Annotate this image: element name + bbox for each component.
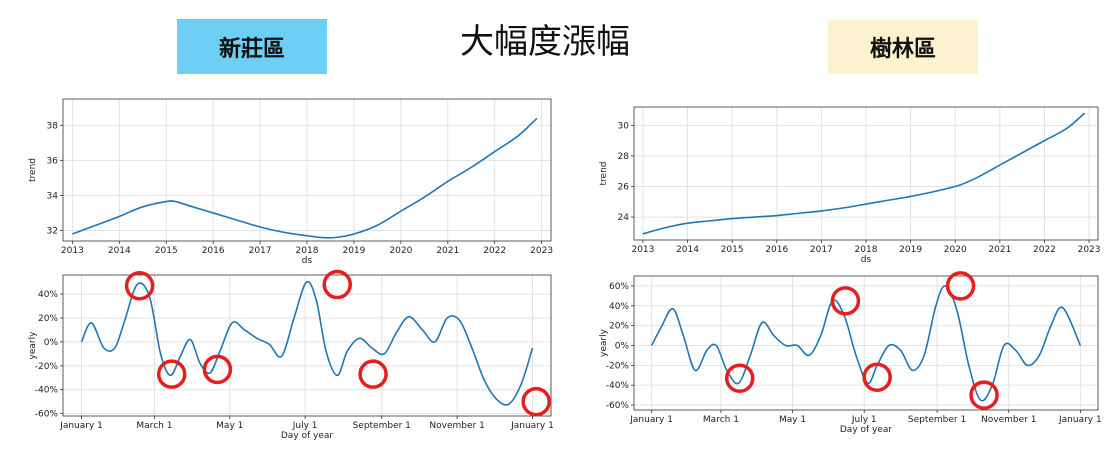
y-tick-label: -40% [35, 386, 59, 396]
y-tick-label: 26 [618, 182, 630, 192]
x-tick-label: March 1 [703, 415, 739, 425]
highlight-circle [945, 271, 976, 301]
series-line [650, 285, 1082, 402]
x-tick-label: January 1 [629, 415, 673, 425]
y-tick-label: 34 [47, 191, 59, 201]
highlight-circle [969, 380, 999, 410]
x-tick-label: 2018 [296, 246, 319, 256]
y-tick-label: -60% [35, 410, 59, 420]
x-tick-label: 2023 [1078, 245, 1101, 255]
x-tick-label: September 1 [908, 415, 966, 425]
x-tick-label: 2018 [855, 245, 878, 255]
x-tick-label: July 1 [851, 415, 877, 425]
x-tick-label: January 1 [59, 421, 103, 431]
y-tick-label: -20% [35, 362, 59, 372]
x-tick-label: May 1 [216, 421, 243, 431]
x-tick-label: 2019 [342, 246, 365, 256]
page-title: 大幅度漲幅 [460, 22, 630, 62]
y-tick-label: 36 [47, 156, 59, 166]
y-tick-label: 40% [38, 290, 58, 300]
y-tick-label: 28 [618, 152, 630, 162]
y-axis-label: yearly [28, 331, 38, 360]
x-tick-label: 2021 [436, 246, 459, 256]
y-tick-label: -60% [606, 401, 630, 411]
highlight-circle [521, 386, 551, 417]
x-tick-label: 2016 [765, 245, 788, 255]
x-tick-label: 2015 [721, 245, 744, 255]
y-axis-label: trend [28, 158, 38, 182]
x-tick-label: 2013 [61, 246, 84, 256]
right-district-badge: 樹林區 [828, 20, 978, 74]
x-tick-label: 2015 [155, 246, 178, 256]
shulin-yearly-chart: January 1 March 1 May 1 July 1 September 1 No… [599, 271, 1102, 435]
plot-frame [62, 274, 552, 417]
highlight-circle [358, 359, 388, 389]
x-axis-label: ds [302, 256, 313, 266]
plot-frame [633, 275, 1099, 411]
highlight-circle [862, 362, 892, 392]
x-tick-label: January 1 [510, 421, 554, 431]
x-tick-label: 2022 [1033, 245, 1056, 255]
x-tick-label: 2021 [988, 245, 1011, 255]
x-axis-label: ds [861, 255, 872, 265]
y-tick-label: 20% [38, 314, 58, 324]
shulin-trend-chart: 2013 2014 2015 2016 2017 2018 2019 2020 2021 2022… [599, 106, 1101, 265]
y-axis-label: yearly [599, 328, 609, 357]
x-tick-label: March 1 [136, 421, 172, 431]
x-tick-label: 2017 [249, 246, 272, 256]
series-line [80, 280, 534, 406]
highlight-circle [724, 363, 755, 393]
x-tick-label: November 1 [429, 421, 484, 431]
highlight-circle [322, 269, 353, 300]
x-tick-label: May 1 [779, 415, 806, 425]
y-tick-label: 24 [618, 213, 630, 223]
x-tick-label: 2019 [899, 245, 922, 255]
series-line [72, 117, 538, 239]
y-tick-label: 32 [47, 226, 58, 236]
x-axis-label: Day of year [840, 425, 893, 435]
x-tick-label: 2017 [810, 245, 833, 255]
y-tick-label: 0% [615, 341, 630, 351]
y-tick-label: 60% [609, 282, 629, 292]
x-tick-label: 2014 [108, 246, 131, 256]
highlight-circle [124, 271, 155, 301]
x-tick-label: 2020 [944, 245, 967, 255]
y-axis-label: trend [599, 162, 609, 186]
y-tick-label: 30 [618, 121, 630, 131]
x-tick-label: November 1 [981, 415, 1036, 425]
x-tick-label: 2022 [483, 246, 506, 256]
highlight-circle [830, 286, 861, 316]
highlight-circle [202, 354, 233, 385]
x-tick-label: 2013 [631, 245, 654, 255]
x-tick-label: January 1 [1058, 415, 1102, 425]
x-tick-label: 2020 [389, 246, 412, 256]
x-axis-label: Day of year [281, 431, 334, 441]
y-tick-label: 20% [609, 322, 629, 332]
y-tick-label: 38 [47, 121, 59, 131]
xinzhuang-trend-chart: 2013 2014 2015 2016 2017 2018 2019 2020 2021 2022… [28, 98, 553, 266]
x-tick-label: July 1 [292, 421, 318, 431]
y-tick-label: 40% [609, 302, 629, 312]
x-tick-label: September 1 [353, 421, 411, 431]
x-tick-label: 2016 [202, 246, 225, 256]
y-tick-label: -40% [606, 381, 630, 391]
left-district-badge: 新莊區 [177, 19, 327, 74]
x-tick-label: 2023 [530, 246, 553, 256]
y-tick-label: 0% [44, 338, 59, 348]
x-tick-label: 2014 [676, 245, 699, 255]
series-line [642, 112, 1086, 235]
xinzhuang-yearly-chart: January 1 March 1 May 1 July 1 September 1 No… [28, 269, 554, 441]
y-tick-label: -20% [606, 361, 630, 371]
highlight-circle [156, 359, 187, 389]
